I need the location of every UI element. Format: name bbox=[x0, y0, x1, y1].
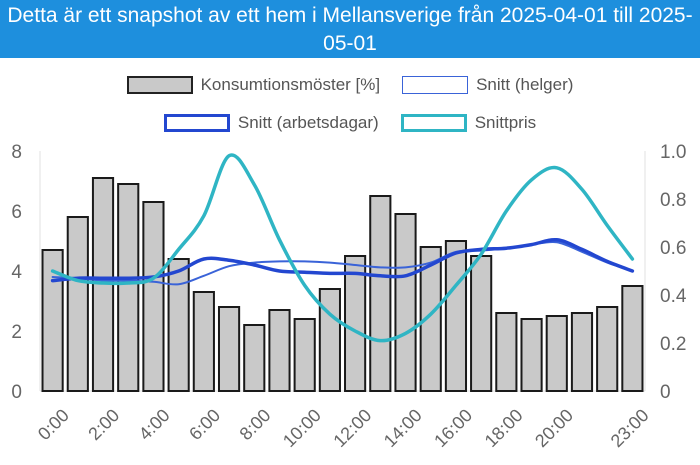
series-line-3 bbox=[50, 153, 635, 343]
bar bbox=[268, 309, 291, 392]
bar bbox=[369, 195, 392, 392]
legend-label: Snitt (arbetsdagar) bbox=[237, 113, 379, 132]
right-tick-label: 0 bbox=[660, 382, 671, 403]
legend-swatch bbox=[400, 114, 467, 132]
bar bbox=[117, 183, 140, 392]
legend-label: Snitt (helger) bbox=[476, 75, 574, 94]
left-tick-label: 2 bbox=[11, 322, 22, 343]
bar bbox=[217, 306, 241, 392]
x-tick-label: 18:00 bbox=[481, 405, 527, 451]
bar bbox=[243, 324, 266, 392]
bar bbox=[318, 288, 341, 392]
legend-item-workday: Snitt (arbetsdagar) bbox=[163, 113, 379, 133]
x-tick-label: 23:00 bbox=[607, 405, 653, 451]
right-tick-label: 0.6 bbox=[660, 238, 686, 259]
legend-label: Snittpris bbox=[474, 113, 537, 132]
x-tick-label: 4:00 bbox=[135, 405, 174, 444]
legend: Konsumtionsmöster [%] Snitt (helger) Sni… bbox=[0, 66, 700, 142]
bar bbox=[419, 246, 442, 392]
legend-swatch bbox=[126, 76, 193, 94]
bar bbox=[470, 255, 493, 392]
bar bbox=[545, 315, 568, 392]
bar bbox=[293, 318, 316, 392]
chart-title: Detta är ett snapshot av ett hem i Mella… bbox=[0, 0, 700, 58]
x-tick-label: 12:00 bbox=[329, 405, 375, 451]
bar bbox=[570, 312, 594, 392]
x-tick-label: 0:00 bbox=[34, 405, 73, 444]
bar bbox=[167, 258, 190, 392]
right-tick-label: 0.4 bbox=[660, 286, 687, 307]
bar bbox=[520, 318, 543, 392]
x-tick-label: 14:00 bbox=[380, 405, 426, 451]
left-tick-label: 4 bbox=[11, 262, 22, 283]
bar bbox=[495, 312, 518, 392]
bar bbox=[66, 216, 89, 392]
legend-swatch bbox=[402, 76, 469, 94]
bar bbox=[192, 291, 215, 392]
x-tick-label: 10:00 bbox=[279, 405, 325, 451]
right-tick-label: 0.8 bbox=[660, 190, 686, 211]
legend-label: Konsumtionsmöster [%] bbox=[200, 75, 381, 94]
x-tick-label: 6:00 bbox=[185, 405, 224, 444]
legend-item-price: Snittpris bbox=[400, 113, 537, 133]
bar bbox=[344, 255, 367, 392]
right-tick-label: 0.2 bbox=[660, 334, 686, 355]
legend-item-consumption: Konsumtionsmöster [%] bbox=[126, 75, 381, 95]
bar bbox=[142, 201, 165, 392]
bar bbox=[444, 240, 468, 392]
legend-swatch bbox=[163, 114, 230, 132]
x-tick-label: 8:00 bbox=[236, 405, 275, 444]
bar bbox=[394, 213, 417, 392]
left-tick-label: 6 bbox=[11, 202, 22, 223]
bar bbox=[621, 285, 644, 392]
bar bbox=[596, 306, 619, 392]
x-tick-label: 20:00 bbox=[531, 405, 577, 451]
x-tick-label: 16:00 bbox=[430, 405, 476, 451]
series-line-2 bbox=[50, 237, 635, 283]
x-tick-label: 2:00 bbox=[84, 405, 123, 444]
left-tick-label: 0 bbox=[11, 382, 22, 403]
legend-item-weekend: Snitt (helger) bbox=[402, 75, 573, 95]
bar bbox=[41, 249, 64, 392]
left-tick-label: 8 bbox=[11, 142, 22, 163]
right-tick-label: 1.0 bbox=[660, 142, 686, 163]
